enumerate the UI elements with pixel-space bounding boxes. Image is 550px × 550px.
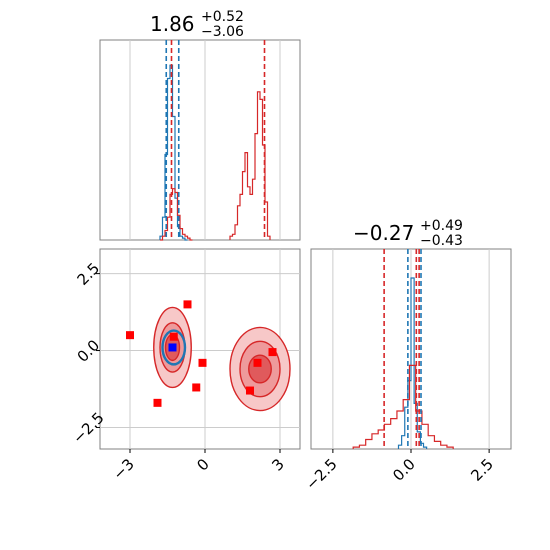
panel-joint: −3 0 3 −2.50.02.5 — [69, 248, 301, 483]
x-tick-label: 3 — [268, 455, 287, 474]
sample-marker-red — [169, 332, 178, 341]
x-axis-ticks: −2.5 0.0 2.5 — [302, 449, 497, 494]
x-tick-label: 0.0 — [389, 455, 419, 485]
panel-frame — [99, 39, 301, 241]
histogram-step-blue — [159, 64, 188, 241]
grid — [129, 40, 281, 240]
samples — [126, 300, 277, 407]
panel-param-1-marginal: 1.86 +0.52 −3.06 — [99, 9, 301, 241]
sample-marker-red — [198, 358, 207, 367]
panel-param-2-marginal: −0.27 +0.49 −0.43 −2.5 0.0 2.5 — [302, 218, 512, 494]
histogram-step-red — [352, 364, 454, 449]
sample-marker-red — [153, 398, 162, 407]
sample-marker-red — [268, 348, 277, 357]
histogram-step-blue — [397, 277, 428, 449]
panel-title-value: 1.86 — [150, 12, 195, 36]
quantile-lines — [165, 40, 266, 240]
sample-marker-blue — [168, 343, 177, 352]
panel-title-upper-error: +0.52 — [201, 9, 244, 25]
sample-marker-red — [192, 383, 201, 392]
panel-title-lower-error: −3.06 — [201, 24, 244, 40]
sample-marker-red — [126, 331, 134, 340]
y-tick-label: 2.5 — [74, 259, 104, 289]
panel-title-value: −0.27 — [353, 221, 414, 245]
panel-title-upper-error: +0.49 — [420, 218, 463, 234]
quantile-lines — [383, 249, 422, 449]
sample-marker-red — [253, 358, 262, 367]
x-tick-label: −3 — [109, 455, 137, 483]
x-axis-ticks: −3 0 3 — [109, 449, 288, 483]
sample-marker-red — [246, 386, 254, 395]
panel-title-lower-error: −0.43 — [420, 233, 463, 249]
sample-marker-red — [183, 300, 192, 309]
y-tick-label: 0.0 — [74, 336, 104, 366]
contour-level-blue — [161, 329, 187, 366]
x-tick-label: −2.5 — [302, 455, 340, 493]
histogram-series — [352, 277, 454, 449]
x-tick-label: 0 — [193, 455, 212, 474]
x-tick-label: 2.5 — [467, 455, 497, 485]
